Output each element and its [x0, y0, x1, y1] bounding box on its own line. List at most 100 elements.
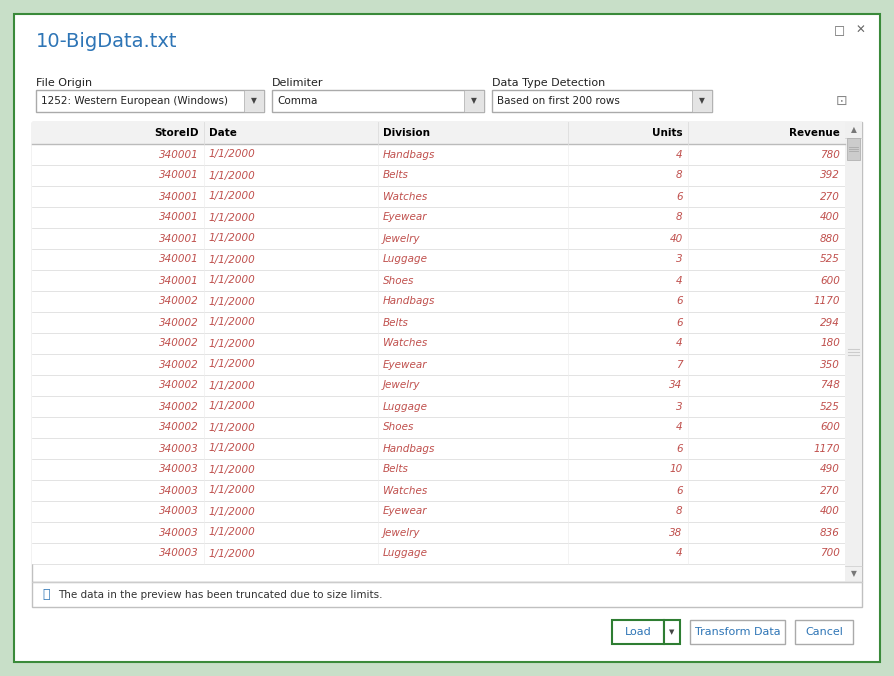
Text: ▼: ▼	[470, 97, 477, 105]
Text: Belts: Belts	[383, 170, 409, 180]
Text: Jewelry: Jewelry	[383, 233, 420, 243]
Text: 340001: 340001	[159, 170, 198, 180]
Bar	[794, 620, 852, 644]
Text: 340001: 340001	[159, 191, 198, 201]
Bar	[32, 122, 844, 144]
Text: ✕: ✕	[855, 24, 864, 37]
Bar	[32, 270, 844, 291]
Text: 8: 8	[675, 506, 682, 516]
Text: Handbags: Handbags	[383, 443, 434, 454]
Text: 340003: 340003	[159, 527, 198, 537]
Text: 1/1/2000: 1/1/2000	[208, 548, 255, 558]
Bar	[463, 90, 484, 112]
Text: 6: 6	[675, 318, 682, 327]
Bar	[32, 459, 844, 480]
Text: 780: 780	[819, 149, 839, 160]
Text: 880: 880	[819, 233, 839, 243]
Text: 525: 525	[819, 402, 839, 412]
Text: Handbags: Handbags	[383, 297, 434, 306]
Text: 1/1/2000: 1/1/2000	[208, 485, 255, 496]
Text: 1/1/2000: 1/1/2000	[208, 297, 255, 306]
Text: 340003: 340003	[159, 485, 198, 496]
Text: Load: Load	[624, 627, 651, 637]
Text: 10: 10	[669, 464, 682, 475]
Text: 1/1/2000: 1/1/2000	[208, 402, 255, 412]
Bar	[32, 333, 844, 354]
Text: 1/1/2000: 1/1/2000	[208, 464, 255, 475]
Text: The data in the preview has been truncated due to size limits.: The data in the preview has been truncat…	[58, 589, 382, 600]
Bar	[32, 543, 844, 564]
Text: 6: 6	[675, 443, 682, 454]
Text: 340002: 340002	[159, 381, 198, 391]
Text: 400: 400	[819, 212, 839, 222]
Text: 1/1/2000: 1/1/2000	[208, 381, 255, 391]
Bar	[689, 620, 784, 644]
Text: 4: 4	[675, 548, 682, 558]
Bar	[611, 620, 663, 644]
Bar	[32, 375, 844, 396]
Text: 1/1/2000: 1/1/2000	[208, 527, 255, 537]
Bar	[32, 501, 844, 522]
Bar	[32, 396, 844, 417]
Text: Transform Data: Transform Data	[694, 627, 780, 637]
Text: Comma: Comma	[276, 96, 317, 106]
Text: 4: 4	[675, 149, 682, 160]
Text: Luggage: Luggage	[383, 254, 427, 264]
Text: 340002: 340002	[159, 318, 198, 327]
Text: 340003: 340003	[159, 464, 198, 475]
Bar	[844, 122, 861, 582]
Text: Jewelry: Jewelry	[383, 381, 420, 391]
Text: 340003: 340003	[159, 506, 198, 516]
Text: 340003: 340003	[159, 443, 198, 454]
Text: Handbags: Handbags	[383, 149, 434, 160]
Text: 1/1/2000: 1/1/2000	[208, 422, 255, 433]
Text: Jewelry: Jewelry	[383, 527, 420, 537]
Bar	[691, 90, 712, 112]
Text: 340001: 340001	[159, 233, 198, 243]
Text: Luggage: Luggage	[383, 548, 427, 558]
Text: ▼: ▼	[251, 97, 257, 105]
Text: Belts: Belts	[383, 318, 409, 327]
Text: 4: 4	[675, 276, 682, 285]
Text: ▼: ▼	[698, 97, 704, 105]
Text: 38: 38	[669, 527, 682, 537]
Text: Watches: Watches	[383, 339, 426, 349]
Bar	[663, 620, 679, 644]
Text: StoreID: StoreID	[154, 128, 198, 138]
Text: □: □	[833, 24, 844, 37]
Text: ▼: ▼	[849, 569, 856, 579]
Text: 6: 6	[675, 297, 682, 306]
Text: 4: 4	[675, 422, 682, 433]
Text: 8: 8	[675, 212, 682, 222]
Text: Units: Units	[652, 128, 682, 138]
Text: 1170: 1170	[813, 443, 839, 454]
Bar	[32, 582, 861, 607]
Text: 340002: 340002	[159, 360, 198, 370]
Text: 1/1/2000: 1/1/2000	[208, 360, 255, 370]
Text: 340002: 340002	[159, 339, 198, 349]
Text: Shoes: Shoes	[383, 276, 414, 285]
Bar	[846, 138, 859, 160]
Text: 600: 600	[819, 276, 839, 285]
Text: 270: 270	[819, 485, 839, 496]
Text: ▼: ▼	[669, 629, 674, 635]
Text: 1/1/2000: 1/1/2000	[208, 318, 255, 327]
Text: 3: 3	[675, 254, 682, 264]
Text: 836: 836	[819, 527, 839, 537]
Text: 40: 40	[669, 233, 682, 243]
Bar	[32, 417, 844, 438]
Text: ▲: ▲	[849, 126, 856, 135]
Text: 600: 600	[819, 422, 839, 433]
Text: ⊡: ⊡	[835, 94, 847, 108]
Text: 350: 350	[819, 360, 839, 370]
Text: 1/1/2000: 1/1/2000	[208, 254, 255, 264]
Bar	[272, 90, 484, 112]
Text: Watches: Watches	[383, 191, 426, 201]
Text: 400: 400	[819, 506, 839, 516]
Bar	[32, 122, 861, 582]
Text: 1/1/2000: 1/1/2000	[208, 149, 255, 160]
Text: 340001: 340001	[159, 149, 198, 160]
Text: 294: 294	[819, 318, 839, 327]
Text: 1/1/2000: 1/1/2000	[208, 339, 255, 349]
Bar	[244, 90, 264, 112]
